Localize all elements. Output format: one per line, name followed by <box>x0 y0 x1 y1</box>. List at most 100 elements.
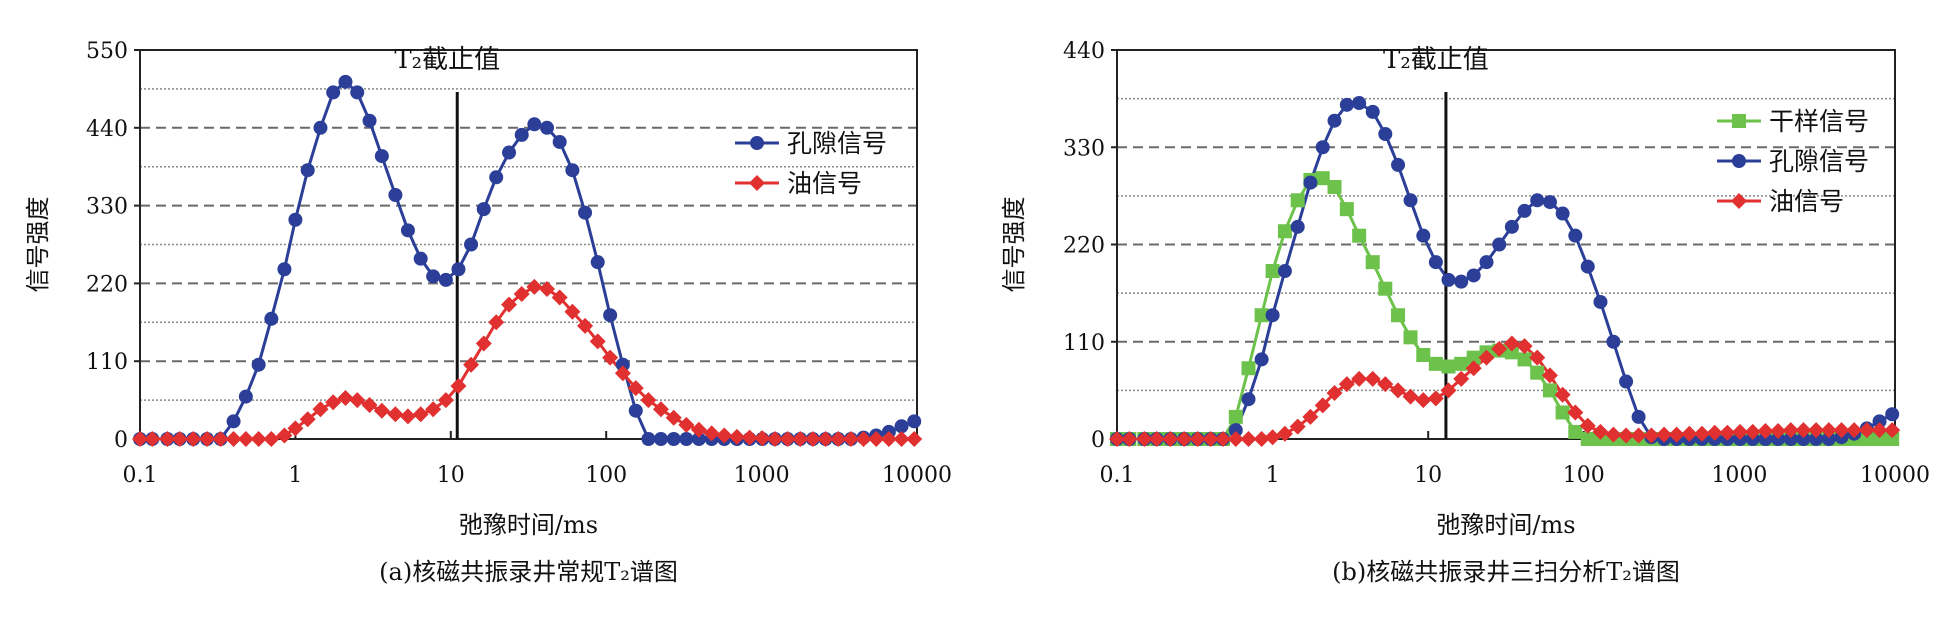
data-point <box>1820 422 1837 439</box>
data-point <box>399 408 416 425</box>
data-point <box>1228 409 1243 424</box>
data-point <box>464 237 479 252</box>
data-point <box>1885 432 1900 446</box>
data-point <box>263 431 280 447</box>
data-point <box>1403 193 1418 208</box>
data-point <box>1290 193 1305 208</box>
data-point <box>1795 422 1812 439</box>
data-point <box>1631 409 1646 424</box>
x-tick-label: 1000 <box>734 463 790 488</box>
data-point <box>1821 432 1836 446</box>
data-point <box>1228 423 1243 438</box>
data-point <box>665 409 682 426</box>
data-point <box>212 431 229 447</box>
data-point <box>1744 423 1761 440</box>
data-point <box>413 251 428 266</box>
data-point <box>1338 376 1355 393</box>
data-point <box>1326 385 1343 402</box>
data-point <box>1121 431 1138 447</box>
data-point <box>1809 432 1824 446</box>
data-point <box>1884 422 1901 439</box>
y-tick-label: 330 <box>1063 136 1105 161</box>
data-point <box>615 357 630 372</box>
data-point <box>250 431 267 447</box>
y-axis-label: 信号强度 <box>24 197 52 293</box>
data-point <box>716 427 733 444</box>
data-point <box>1402 388 1419 405</box>
y-tick-label: 550 <box>86 39 128 64</box>
data-point <box>1162 431 1179 447</box>
data-point <box>703 425 720 442</box>
data-point <box>1530 193 1545 208</box>
data-point <box>1454 274 1469 289</box>
data-point <box>1478 349 1495 366</box>
data-point <box>475 335 492 352</box>
data-point <box>1276 425 1293 442</box>
x-tick-label: 0.1 <box>1100 463 1135 488</box>
data-point <box>1415 392 1432 409</box>
data-point <box>1253 431 1270 447</box>
plot-frame <box>139 49 918 440</box>
data-point <box>450 377 467 394</box>
data-point <box>1427 390 1444 407</box>
data-point <box>679 432 694 446</box>
y-tick-label: 440 <box>1063 39 1105 64</box>
data-point <box>1352 96 1367 111</box>
data-point <box>400 223 415 238</box>
data-point <box>1554 386 1571 403</box>
data-point <box>1440 382 1457 399</box>
data-point <box>691 432 706 446</box>
data-point <box>678 416 695 433</box>
y-axis-label: 信号强度 <box>1000 197 1028 293</box>
data-point <box>1416 348 1431 363</box>
data-point <box>1351 370 1368 387</box>
data-point <box>907 414 922 429</box>
x-tick-label: 1000 <box>1711 463 1767 488</box>
data-point <box>577 317 594 334</box>
data-point <box>741 429 758 446</box>
legend-label: 孔隙信号 <box>1769 147 1869 176</box>
data-point <box>1846 422 1863 439</box>
data-point <box>1872 414 1887 429</box>
x-tick-label: 1 <box>288 463 302 488</box>
data-point <box>171 431 188 447</box>
data-point <box>1327 113 1342 128</box>
data-point <box>264 311 279 326</box>
data-point <box>251 357 266 372</box>
data-point <box>1833 422 1850 439</box>
data-point <box>1656 426 1673 443</box>
data-point <box>1378 281 1393 296</box>
data-point <box>540 120 555 135</box>
data-point <box>842 431 859 447</box>
x-tick-label: 10000 <box>882 463 952 488</box>
data-point <box>565 163 580 178</box>
data-point <box>539 281 556 298</box>
data-point <box>225 431 242 447</box>
data-point <box>1465 360 1482 377</box>
data-point <box>527 117 542 132</box>
data-point <box>338 74 353 89</box>
data-point <box>1265 308 1280 323</box>
legend-label: 孔隙信号 <box>787 129 887 158</box>
data-point <box>1568 424 1583 439</box>
data-point <box>1403 330 1418 345</box>
data-point <box>1858 422 1875 439</box>
data-point <box>226 414 241 429</box>
data-point <box>300 163 315 178</box>
data-point <box>868 431 885 447</box>
data-point <box>237 431 254 447</box>
data-point <box>1503 335 1520 352</box>
data-point <box>1541 367 1558 384</box>
data-point <box>1719 424 1736 441</box>
data-point <box>855 431 872 447</box>
data-point <box>640 392 657 409</box>
data-point <box>1732 423 1749 440</box>
data-point <box>1871 422 1888 439</box>
data-point <box>1240 431 1257 447</box>
data-point <box>299 411 316 428</box>
data-point <box>412 406 429 423</box>
data-point <box>312 401 329 418</box>
data-point <box>288 212 303 227</box>
